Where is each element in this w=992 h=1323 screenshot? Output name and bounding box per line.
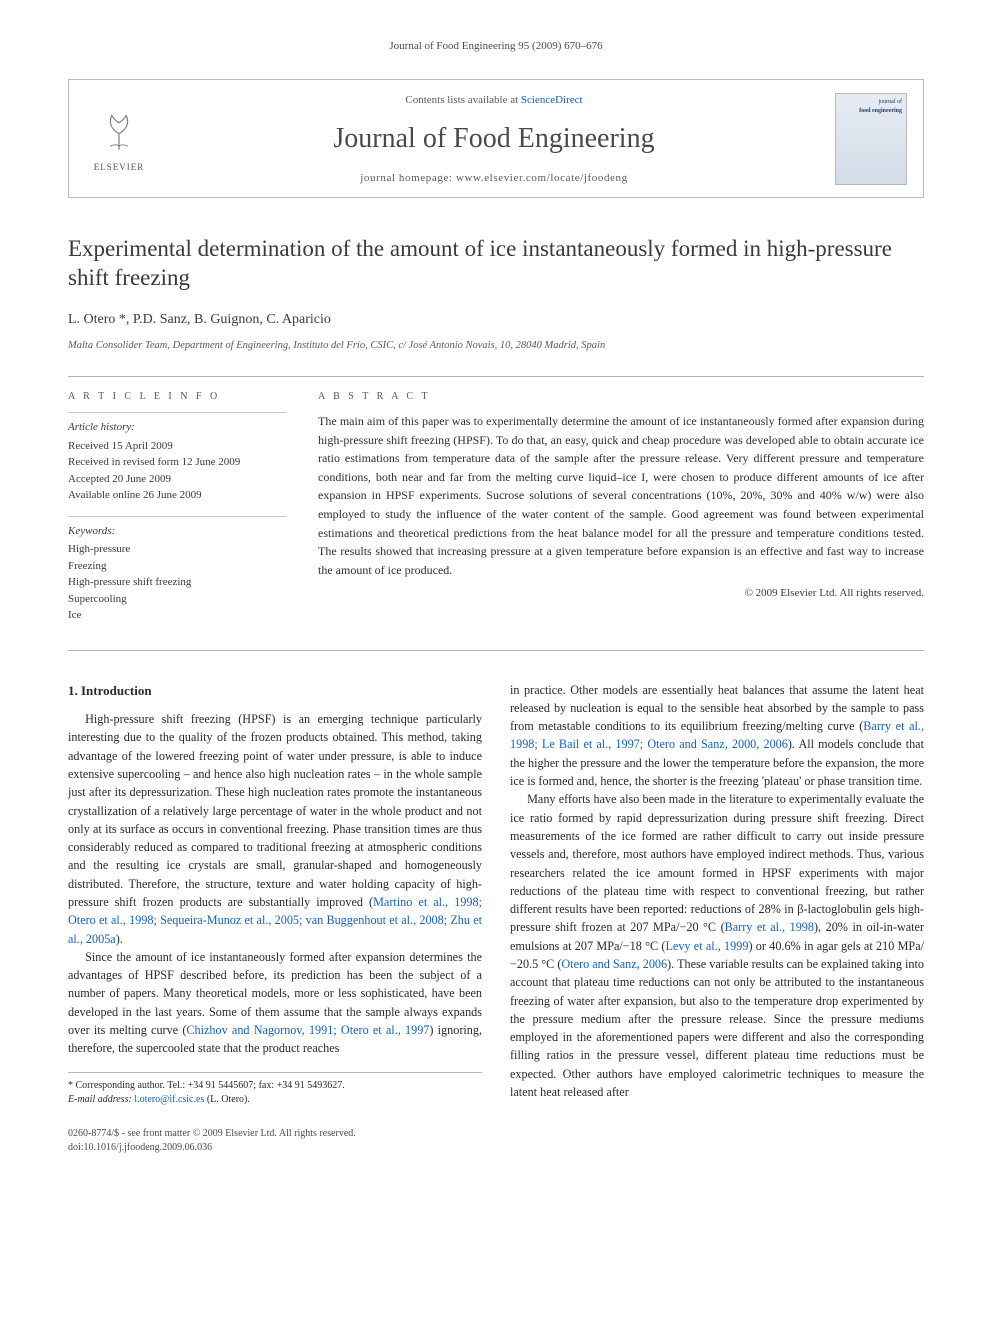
keyword: High-pressure: [68, 541, 286, 558]
email-label: E-mail address:: [68, 1094, 132, 1105]
article-title: Experimental determination of the amount…: [68, 234, 924, 294]
abstract-text: The main aim of this paper was to experi…: [318, 412, 924, 579]
email-who: (L. Otero).: [207, 1094, 250, 1105]
corresponding-author-footnote: * Corresponding author. Tel.: +34 91 544…: [68, 1072, 482, 1107]
body-paragraph: Since the amount of ice instantaneously …: [68, 948, 482, 1058]
article-history-block: Article history: Received 15 April 2009 …: [68, 412, 286, 504]
body-paragraph: High-pressure shift freezing (HPSF) is a…: [68, 710, 482, 948]
history-line: Received in revised form 12 June 2009: [68, 454, 286, 471]
body-text: High-pressure shift freezing (HPSF) is a…: [68, 712, 482, 909]
doi-line: doi:10.1016/j.jfoodeng.2009.06.036: [68, 1141, 924, 1155]
masthead: ELSEVIER Contents lists available at Sci…: [68, 79, 924, 198]
citation-link[interactable]: Barry et al., 1998: [725, 920, 814, 934]
homepage-url[interactable]: www.elsevier.com/locate/jfoodeng: [456, 172, 628, 184]
history-line: Accepted 20 June 2009: [68, 471, 286, 488]
keyword: Supercooling: [68, 591, 286, 608]
footnote-line: E-mail address: l.otero@if.csic.es (L. O…: [68, 1093, 482, 1107]
homepage-prefix: journal homepage:: [360, 172, 456, 184]
history-label: Article history:: [68, 419, 286, 436]
body-paragraph: Many efforts have also been made in the …: [510, 790, 924, 1101]
abstract-heading: A B S T R A C T: [318, 389, 924, 404]
publisher-name: ELSEVIER: [94, 161, 145, 175]
sciencedirect-link[interactable]: ScienceDirect: [521, 94, 583, 106]
section-heading-introduction: 1. Introduction: [68, 681, 482, 701]
keywords-label: Keywords:: [68, 523, 286, 540]
body-text: ).: [116, 932, 123, 946]
history-line: Available online 26 June 2009: [68, 487, 286, 504]
journal-name: Journal of Food Engineering: [171, 118, 817, 160]
cover-line1: journal of: [840, 98, 902, 107]
article-authors: L. Otero *, P.D. Sanz, B. Guignon, C. Ap…: [68, 309, 924, 330]
citation-link[interactable]: Chizhov and Nagornov, 1991; Otero et al.…: [186, 1023, 429, 1037]
citation-link[interactable]: Levy et al., 1999: [665, 939, 748, 953]
info-abstract-row: A R T I C L E I N F O Article history: R…: [68, 376, 924, 651]
masthead-center: Contents lists available at ScienceDirec…: [171, 92, 817, 187]
article-info-column: A R T I C L E I N F O Article history: R…: [68, 389, 286, 636]
abstract-copyright: © 2009 Elsevier Ltd. All rights reserved…: [318, 585, 924, 602]
contents-prefix: Contents lists available at: [405, 94, 520, 106]
keyword: High-pressure shift freezing: [68, 574, 286, 591]
keywords-block: Keywords: High-pressure Freezing High-pr…: [68, 516, 286, 624]
body-paragraph: in practice. Other models are essentiall…: [510, 681, 924, 791]
footer-meta: 0260-8774/$ - see front matter © 2009 El…: [68, 1127, 924, 1155]
front-matter-line: 0260-8774/$ - see front matter © 2009 El…: [68, 1127, 924, 1141]
body-text: in practice. Other models are essentiall…: [510, 683, 924, 734]
abstract-column: A B S T R A C T The main aim of this pap…: [318, 389, 924, 636]
article-info-heading: A R T I C L E I N F O: [68, 389, 286, 404]
body-columns: 1. Introduction High-pressure shift free…: [68, 681, 924, 1107]
elsevier-tree-icon: [92, 103, 146, 157]
footnote-line: * Corresponding author. Tel.: +34 91 544…: [68, 1079, 482, 1093]
history-line: Received 15 April 2009: [68, 438, 286, 455]
body-text: Many efforts have also been made in the …: [510, 792, 924, 934]
journal-cover-thumbnail: journal of food engineering: [835, 93, 907, 185]
journal-page: Journal of Food Engineering 95 (2009) 67…: [0, 0, 992, 1193]
email-link[interactable]: l.otero@if.csic.es: [134, 1094, 204, 1105]
journal-homepage-line: journal homepage: www.elsevier.com/locat…: [171, 170, 817, 187]
running-head: Journal of Food Engineering 95 (2009) 67…: [68, 38, 924, 55]
body-text: ). These variable results can be explain…: [510, 957, 924, 1099]
cover-line2: food engineering: [840, 107, 902, 116]
publisher-logo: ELSEVIER: [85, 100, 153, 178]
contents-available-line: Contents lists available at ScienceDirec…: [171, 92, 817, 109]
keyword: Freezing: [68, 558, 286, 575]
citation-link[interactable]: Otero and Sanz, 2006: [561, 957, 667, 971]
article-affiliation: Malta Consolider Team, Department of Eng…: [68, 338, 924, 354]
keyword: Ice: [68, 607, 286, 624]
